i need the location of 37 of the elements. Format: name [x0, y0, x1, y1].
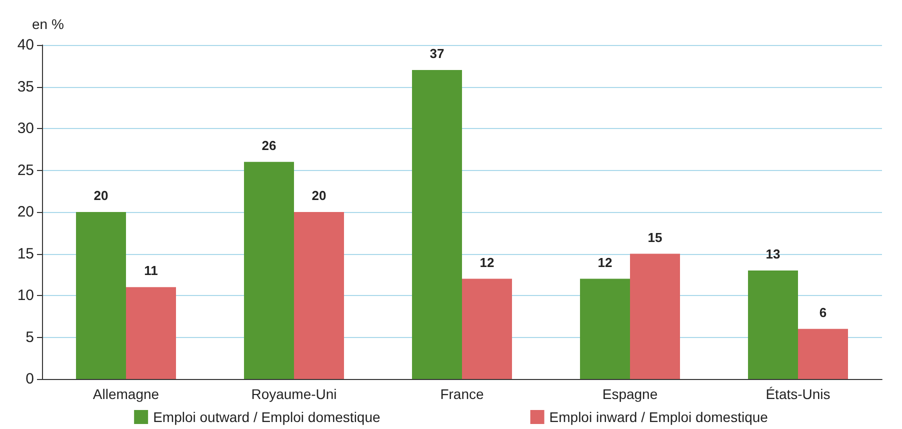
bar — [630, 254, 680, 379]
bar — [412, 70, 462, 379]
y-tick-label: 30 — [17, 120, 34, 137]
y-tick-label: 35 — [17, 78, 34, 96]
data-label: 11 — [144, 263, 158, 278]
y-tick-label: 20 — [17, 204, 34, 220]
y-tick-label: 40 — [17, 36, 34, 54]
bar — [126, 287, 176, 379]
y-tick-label: 5 — [26, 328, 34, 346]
data-label: 26 — [262, 138, 276, 153]
data-label: 15 — [648, 230, 662, 245]
data-label: 13 — [766, 246, 780, 262]
y-tick-label: 25 — [17, 162, 34, 179]
y-tick-label: 10 — [17, 287, 34, 304]
data-label: 12 — [480, 254, 494, 270]
data-label: 6 — [819, 304, 827, 320]
bar — [76, 212, 126, 379]
x-tick-label: Royaume-Uni — [251, 386, 337, 402]
legend-label: Emploi outward / Emploi domestique — [153, 409, 380, 425]
y-tick-label: 0 — [26, 370, 34, 388]
bar — [798, 328, 848, 379]
legend-label: Emploi inward / Emploi domestique — [549, 409, 768, 425]
bar — [748, 270, 798, 379]
bar — [462, 278, 512, 379]
x-tick-label: France — [440, 386, 484, 402]
data-label: 12 — [598, 254, 612, 270]
bar — [580, 278, 630, 379]
bar — [244, 162, 294, 379]
y-axis-title: en % — [32, 16, 64, 32]
x-tick-label: Espagne — [602, 386, 658, 402]
y-tick-label: 15 — [17, 245, 34, 262]
bar — [294, 212, 344, 379]
x-tick-label: États-Unis — [766, 386, 830, 402]
data-label: 20 — [312, 188, 326, 203]
x-tick-label: Allemagne — [92, 386, 160, 402]
data-label: 37 — [430, 46, 444, 62]
data-label: 20 — [94, 188, 108, 203]
